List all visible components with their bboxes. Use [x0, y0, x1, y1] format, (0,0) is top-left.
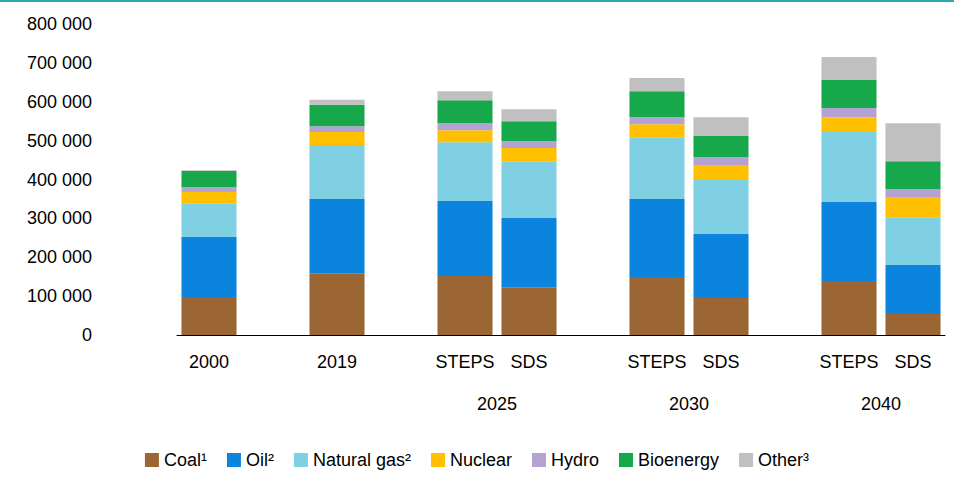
svg-text:2040: 2040 [861, 394, 901, 414]
svg-text:SDS: SDS [510, 352, 547, 372]
svg-text:600 000: 600 000 [27, 92, 92, 112]
svg-text:0: 0 [82, 325, 92, 345]
svg-text:Natural gas²: Natural gas² [313, 450, 411, 470]
svg-text:500 000: 500 000 [27, 131, 92, 151]
svg-text:STEPS: STEPS [627, 352, 686, 372]
svg-text:300 000: 300 000 [27, 208, 92, 228]
svg-text:SDS: SDS [894, 352, 931, 372]
svg-text:Hydro: Hydro [551, 450, 599, 470]
svg-text:700 000: 700 000 [27, 53, 92, 73]
svg-text:2000: 2000 [189, 352, 229, 372]
svg-text:STEPS: STEPS [435, 352, 494, 372]
svg-text:Nuclear: Nuclear [450, 450, 512, 470]
svg-text:STEPS: STEPS [819, 352, 878, 372]
svg-text:2025: 2025 [477, 394, 517, 414]
svg-text:SDS: SDS [702, 352, 739, 372]
svg-text:Bioenergy: Bioenergy [638, 450, 719, 470]
svg-text:400 000: 400 000 [27, 170, 92, 190]
svg-text:800 000: 800 000 [27, 14, 92, 34]
svg-text:2030: 2030 [669, 394, 709, 414]
svg-text:Coal¹: Coal¹ [164, 450, 207, 470]
svg-text:100 000: 100 000 [27, 286, 92, 306]
svg-text:200 000: 200 000 [27, 247, 92, 267]
svg-text:2019: 2019 [317, 352, 357, 372]
svg-text:Oil²: Oil² [246, 450, 274, 470]
svg-text:Other³: Other³ [758, 450, 809, 470]
